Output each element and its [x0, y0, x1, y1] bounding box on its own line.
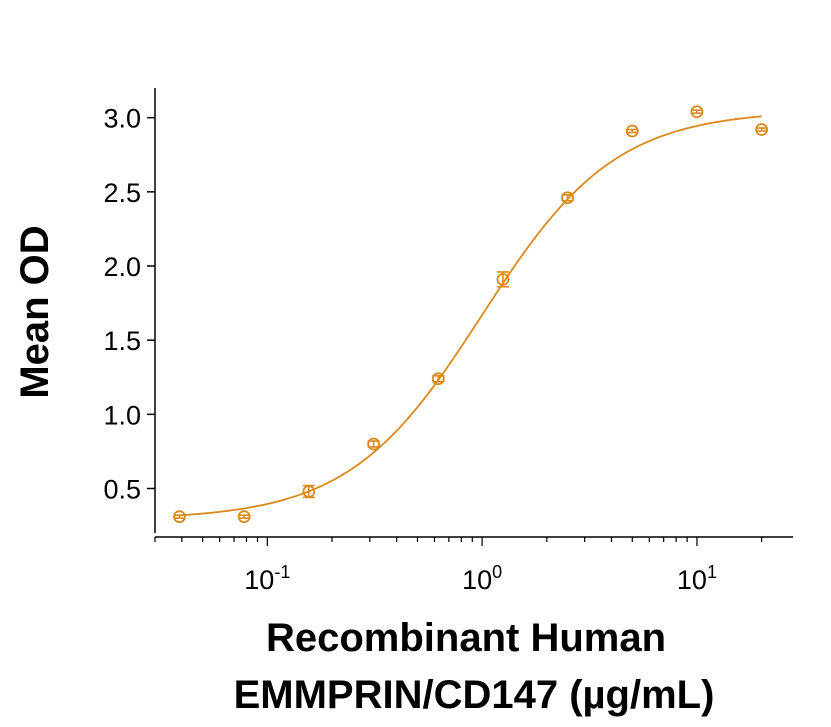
data-point [755, 123, 769, 136]
y-tick-label: 3.0 [103, 104, 141, 134]
data-point [625, 124, 639, 138]
x-tick-label: 101 [677, 562, 717, 595]
x-axis-title-line-2: EMMPRIN/CD147 (µg/mL) [234, 673, 715, 717]
x-axis-title-line-1: Recombinant Human [266, 616, 666, 660]
data-point [173, 510, 186, 524]
y-axis-title: Mean OD [13, 225, 57, 398]
data-point [237, 510, 251, 524]
data-point [496, 272, 510, 286]
plot-marks [173, 105, 769, 524]
x-tick-label: 100 [462, 562, 502, 595]
data-point [561, 191, 575, 205]
y-tick-label: 2.5 [103, 178, 141, 208]
y-tick-label: 1.5 [103, 326, 141, 356]
data-point [431, 372, 445, 386]
y-tick-label: 0.5 [103, 475, 141, 505]
fit-curve [179, 115, 762, 517]
data-point [302, 485, 316, 498]
data-point [367, 437, 381, 451]
y-tick-label: 1.0 [103, 400, 141, 430]
data-point [690, 105, 704, 119]
y-axis: 0.5 1.0 1.5 2.0 2.5 3.0 [103, 88, 156, 533]
y-tick-label: 2.0 [103, 252, 141, 282]
x-tick-label: 10-1 [244, 562, 290, 595]
x-axis: 10-1 100 101 [154, 536, 793, 595]
